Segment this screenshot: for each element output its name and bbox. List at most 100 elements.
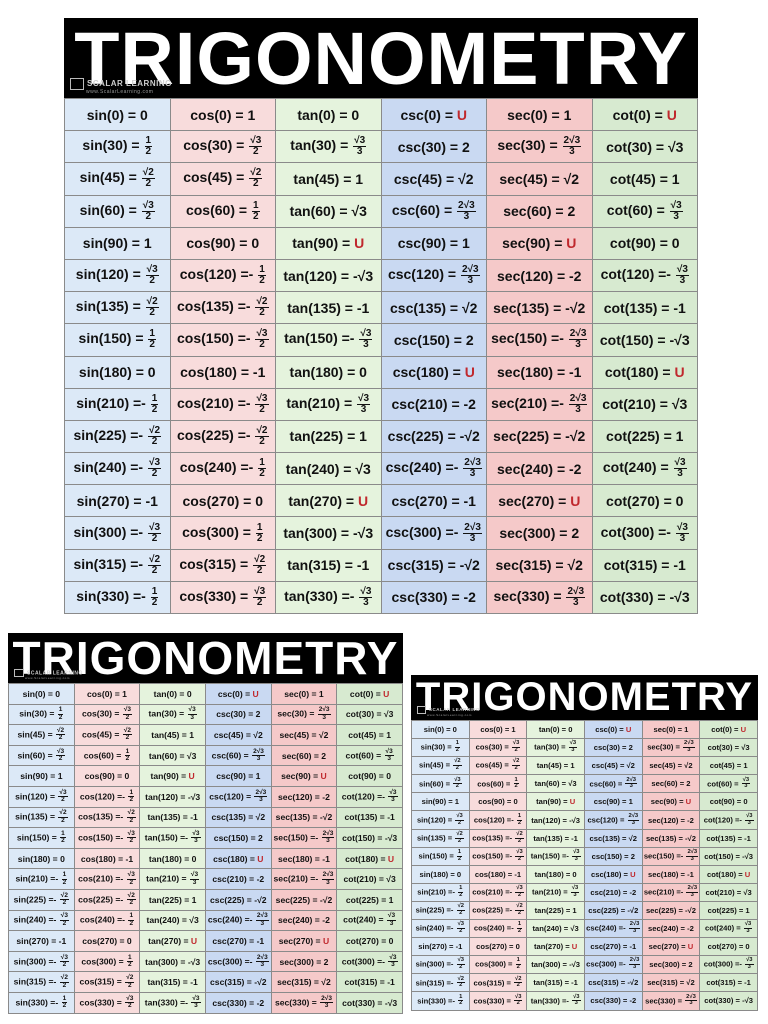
cell-label: cot(30) = <box>345 709 382 720</box>
numerator: √2 <box>455 830 464 839</box>
cell-label: csc(270) = <box>391 492 460 509</box>
cell-value: -2 <box>463 396 476 413</box>
cell-cot: cot(210) = √3 <box>699 882 758 902</box>
cell-value: 0 <box>359 364 367 381</box>
cell-cos: cos(315) = √2 2 <box>73 971 141 993</box>
cell-sec: sec(315) = √2 <box>486 548 593 582</box>
cell-cot: cot(180) = U <box>336 847 403 870</box>
denominator: 3 <box>631 819 635 826</box>
cell-label: cot(210) = <box>602 396 668 413</box>
cell-cos: cos(225) =- √2 2 <box>169 419 276 454</box>
cell-label: sin(45) = <box>79 169 137 186</box>
cell-csc: csc(315) = -√2 <box>204 971 272 993</box>
cell-value: -1 <box>744 978 751 988</box>
cell-cot: cot(300) =- √3 3 <box>336 950 403 973</box>
cell-value: -1 <box>463 492 476 509</box>
cell-label: csc(180) = <box>213 853 255 864</box>
denominator: 2 <box>129 837 134 845</box>
cell-label: sec(270) = <box>278 935 321 946</box>
table-row: sin(210) =- 1 2 cos(210) =- √3 2 tan(210) = … <box>411 882 758 902</box>
cell-cos: cos(210) =- √3 2 <box>468 882 528 902</box>
table-row: sin(45) = √2 2 cos(45) = √2 2 tan(45) = 1 csc… <box>411 756 758 776</box>
undefined-value: U <box>674 364 685 381</box>
cell-label: cos(210) =- <box>78 873 124 884</box>
cell-csc: csc(150) = 2 <box>583 846 643 866</box>
cell-label: csc(225) = <box>387 428 456 445</box>
cell-sec: sec(30) = 2√3 3 <box>270 703 338 726</box>
cell-value: -2 <box>322 915 330 926</box>
cell-label: sin(315) =- <box>73 555 144 572</box>
fraction-value: √2 2 <box>59 975 69 989</box>
cell-label: tan(225) = <box>534 905 571 915</box>
cell-label: tan(180) = <box>289 364 356 381</box>
cell-csc: csc(300) =- 2√3 3 <box>204 950 272 973</box>
cell-label: cot(60) = <box>345 749 382 760</box>
fraction-value: √3 3 <box>743 921 753 935</box>
fraction-value: √3 2 <box>55 748 66 763</box>
cell-cot: cot(135) = -1 <box>336 806 403 829</box>
denominator: 2 <box>128 961 132 969</box>
denominator: 3 <box>326 878 330 886</box>
cell-cot: cot(30) = √3 <box>591 130 698 164</box>
cell-label: csc(150) = <box>591 851 629 861</box>
cell-label: cot(45) = <box>709 761 742 771</box>
cell-sec: sec(150) =- 2√3 3 <box>641 846 701 866</box>
cell-cos: cos(45) = √2 2 <box>468 756 528 776</box>
cell-value: 1 <box>359 428 367 445</box>
cell-value: -2 <box>256 874 265 885</box>
cell-label: tan(135) = <box>147 812 188 823</box>
cell-label: sec(315) = <box>495 557 564 574</box>
cell-value: -1 <box>387 977 395 988</box>
cell-cot: cot(135) = -1 <box>699 828 758 848</box>
cell-label: tan(240) = <box>532 924 569 934</box>
brand-name: SCALAR LEARNING <box>429 707 480 713</box>
cell-value: 0 <box>251 235 260 252</box>
fraction-value: √2 2 <box>141 168 155 189</box>
fraction-value: √3 2 <box>125 995 135 1010</box>
denominator: 2 <box>455 783 460 790</box>
cell-sec: sec(45) = √2 <box>486 162 593 196</box>
cell-label: sec(300) = <box>279 956 322 967</box>
cell-label: cos(90) = <box>186 235 248 252</box>
denominator: 2 <box>58 755 63 763</box>
cell-cot: cot(240) = √3 3 <box>336 909 403 932</box>
fraction-value: √3 2 <box>515 849 524 863</box>
cell-label: cot(225) = <box>345 894 387 905</box>
cell-csc: csc(240) =- 2√3 3 <box>583 919 643 939</box>
cell-value: 1 <box>675 428 684 445</box>
fraction-value: 2√3 3 <box>255 954 269 969</box>
fraction-value: √2 2 <box>145 297 159 318</box>
cell-cot: cot(270) = 0 <box>336 930 403 952</box>
cell-value: 2 <box>255 709 261 720</box>
numerator: √3 <box>187 706 197 715</box>
cell-cot: cot(0) = U <box>591 97 698 132</box>
cell-label: csc(300) =- <box>207 955 253 966</box>
fraction-value: 2√3 3 <box>625 777 638 791</box>
cell-value: -√3 <box>669 331 690 348</box>
table-row: sin(180) = 0 cos(180) = -1 tan(180) = 0 csc… <box>411 864 758 884</box>
cell-value: -1 <box>629 942 637 952</box>
denominator: 2 <box>151 403 158 415</box>
cell-value: √3 <box>671 396 688 413</box>
fraction-value: 2√3 3 <box>254 789 268 804</box>
numerator: √2 <box>249 167 263 180</box>
denominator: 2 <box>125 734 130 742</box>
cell-label: sin(270) = <box>76 492 142 509</box>
cell-sec: sec(240) = -2 <box>270 909 338 932</box>
cell-label: sin(225) =- <box>415 905 454 915</box>
cell-cot: cot(120) =- √3 3 <box>591 258 698 293</box>
cell-label: csc(240) =- <box>207 914 253 925</box>
cell-sec: sec(135) = -√2 <box>486 291 593 325</box>
table-row: sin(135) = √2 2 cos(135) =- √2 2 tan(135) = … <box>411 828 758 848</box>
cell-tan: tan(0) = 0 <box>275 97 382 132</box>
undefined-value: U <box>320 771 327 782</box>
numerator: 2√3 <box>686 848 699 857</box>
